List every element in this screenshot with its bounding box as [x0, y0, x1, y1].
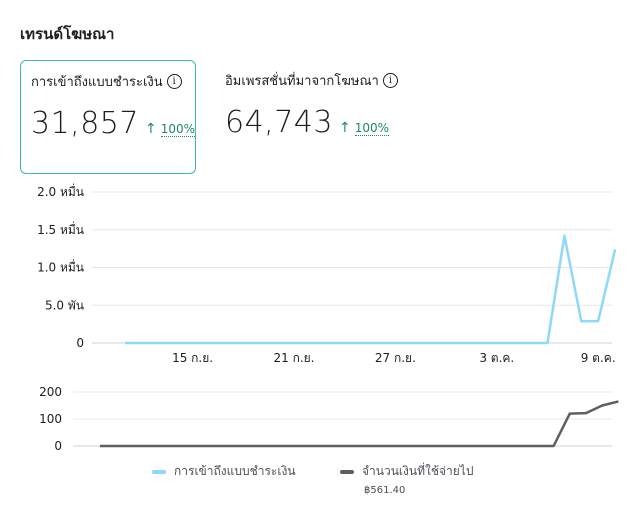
metric-label: อิมเพรสชั่นที่มาจากโฆษณา [225, 74, 379, 89]
spend-line-chart: 0 100 200 [39, 385, 619, 453]
metric-change[interactable]: 100% [160, 122, 196, 137]
legend-label: จำนวนเงินที่ใช้จ่ายไป [362, 464, 474, 478]
y-tick-label: 200 [39, 385, 62, 399]
metric-card-impressions[interactable]: อิมเพรสชั่นที่มาจากโฆษณา i 64,743 ↑ 100% [215, 60, 445, 174]
series-line-spend[interactable] [100, 400, 619, 448]
metric-value: 31,857 [31, 106, 139, 141]
x-tick-label: 15 ก.ย. [172, 351, 213, 365]
reach-line-chart: 0 5.0 พัน 1.0 หมื่น 1.5 หมื่น 2.0 หมื่น 15 ก.… [37, 183, 617, 365]
legend-item-reach[interactable]: การเข้าถึงแบบชำระเงิน [152, 462, 296, 481]
legend-swatch [340, 469, 354, 474]
metric-value: 64,743 [225, 105, 333, 140]
legend-swatch [152, 469, 166, 474]
page-title: เทรนด์โฆษณา [20, 25, 115, 43]
metric-card-paid-reach[interactable]: การเข้าถึงแบบชำระเงิน i 31,857 ↑ 100% [20, 60, 196, 174]
y-tick-label: 0 [54, 439, 62, 453]
metric-label: การเข้าถึงแบบชำระเงิน [31, 75, 163, 90]
y-tick-label: 2.0 หมื่น [37, 183, 84, 199]
legend-label: การเข้าถึงแบบชำระเงิน [174, 464, 296, 478]
y-tick-label: 5.0 พัน [45, 298, 84, 312]
arrow-up-icon: ↑ [144, 121, 157, 137]
y-tick-label: 0 [76, 336, 84, 350]
x-tick-label: 21 ก.ย. [273, 351, 314, 365]
info-circle-icon[interactable]: i [166, 74, 182, 89]
info-circle-icon[interactable]: i [382, 73, 398, 88]
legend-spend-total: ฿561.40 [364, 485, 406, 496]
y-tick-label: 1.0 หมื่น [37, 259, 84, 275]
x-tick-label: 9 ต.ค. [581, 351, 616, 365]
y-tick-label: 1.5 หมื่น [37, 221, 84, 237]
series-line-reach[interactable] [125, 234, 617, 345]
arrow-up-icon: ↑ [338, 120, 351, 136]
metric-change[interactable]: 100% [354, 121, 390, 136]
y-tick-label: 100 [39, 412, 62, 426]
legend-item-spend[interactable]: จำนวนเงินที่ใช้จ่ายไป [340, 462, 473, 481]
x-tick-label: 3 ต.ค. [479, 351, 514, 365]
x-tick-label: 27 ก.ย. [375, 351, 416, 365]
